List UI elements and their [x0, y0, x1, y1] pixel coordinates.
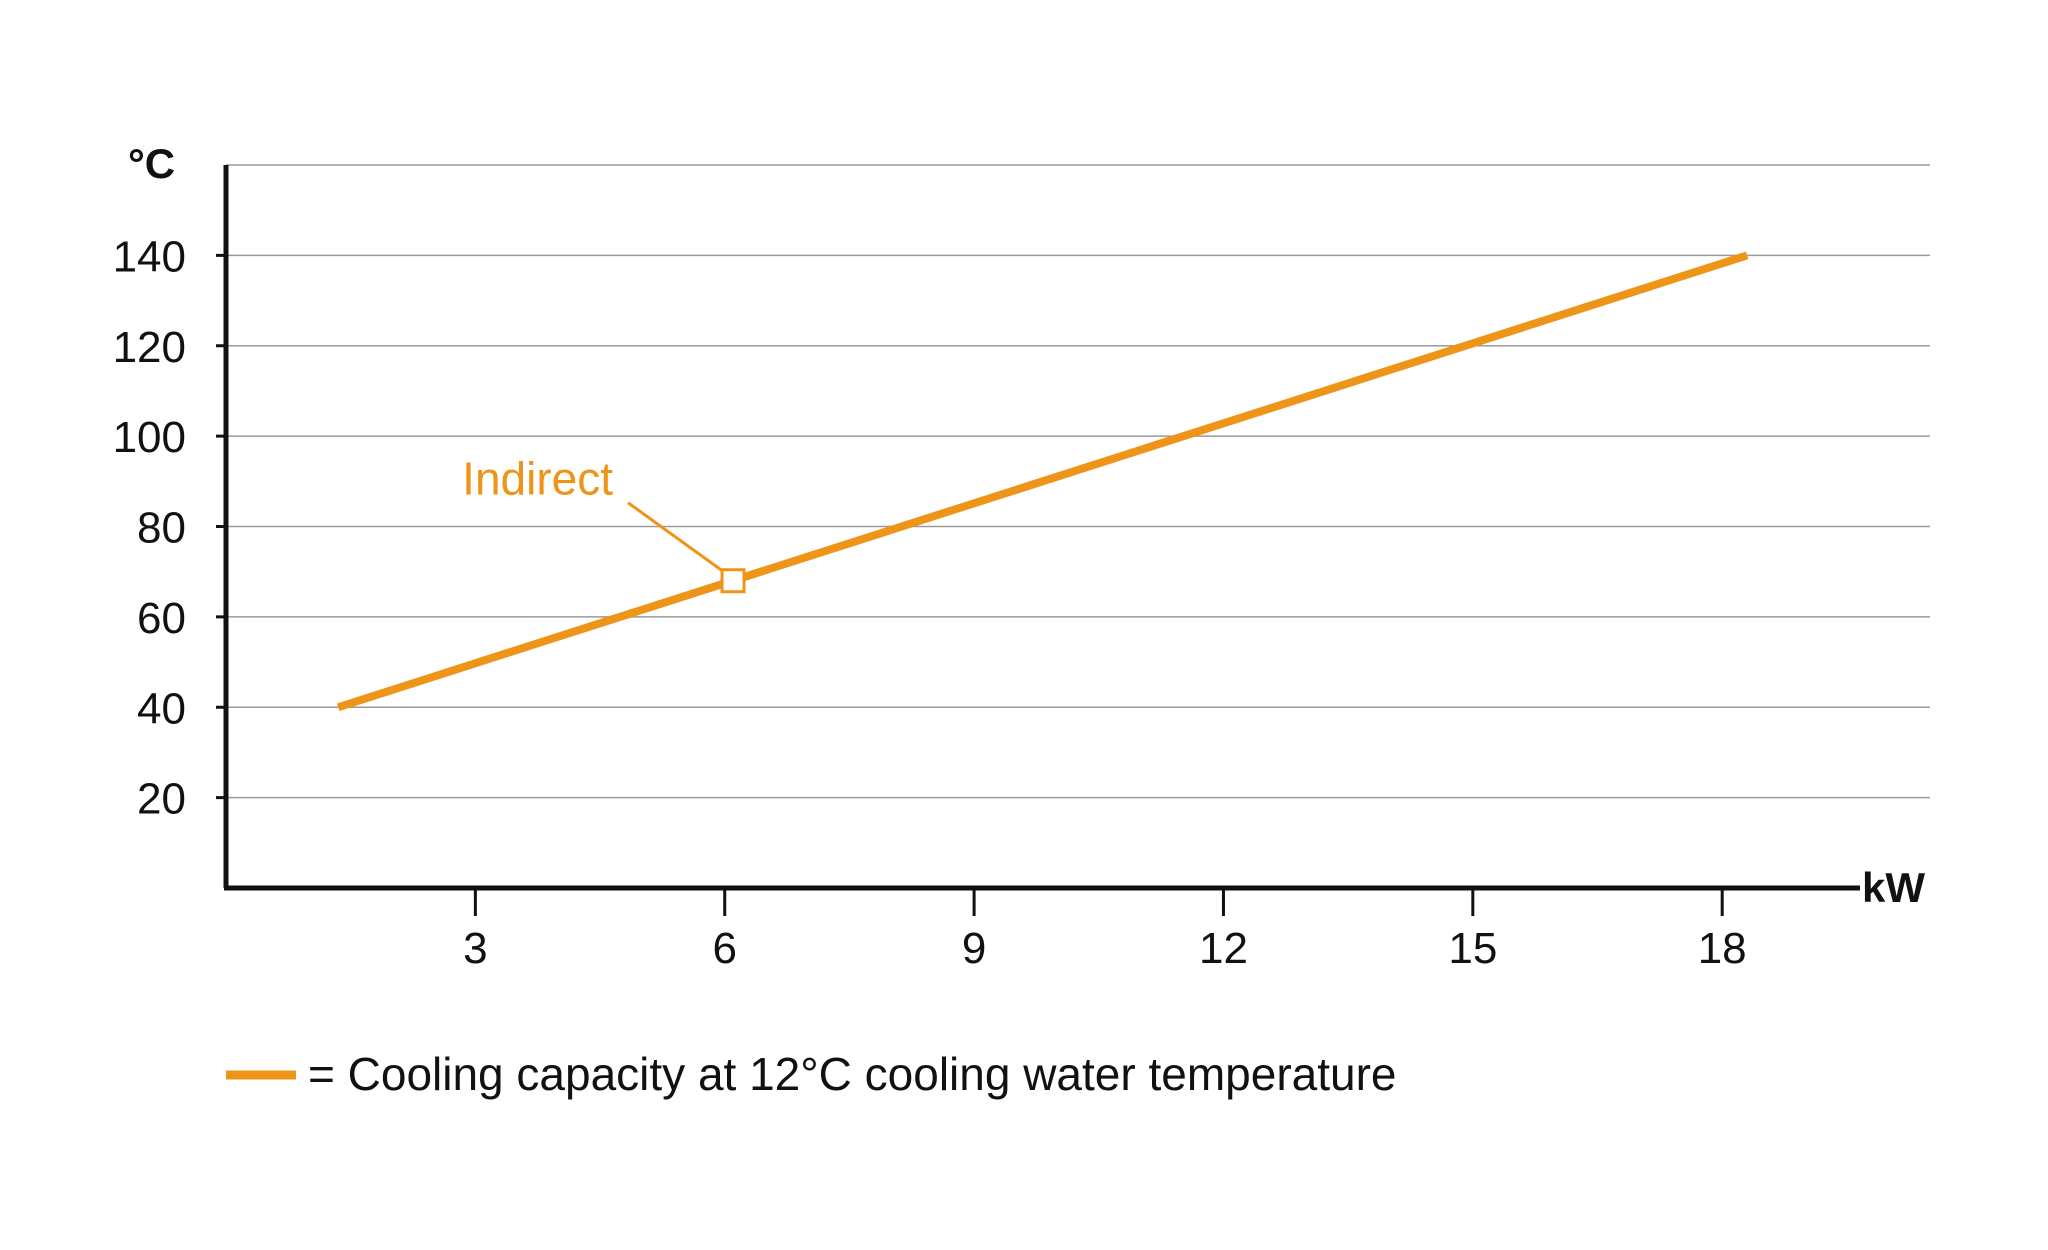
grid-lines [226, 164, 1930, 799]
x-tick-labels: 3 6 9 12 15 18 [463, 888, 1747, 973]
y-tick-label: 140 [113, 232, 186, 281]
y-tick-label: 40 [137, 684, 186, 733]
x-tick-label: 18 [1698, 924, 1747, 973]
x-tick-label: 3 [463, 924, 487, 973]
y-axis-label: °C [128, 140, 175, 187]
y-tick-label: 20 [137, 775, 186, 824]
y-tick-label: 80 [137, 504, 186, 553]
x-axis-label: kW [1862, 864, 1925, 911]
annotation-label: Indirect [462, 453, 613, 505]
y-tick-label: 100 [113, 413, 186, 462]
y-tick-labels: 20 40 60 80 100 120 140 [113, 232, 226, 824]
x-tick-label: 6 [712, 924, 736, 973]
annotation-group: Indirect [462, 453, 746, 594]
x-tick-label: 9 [962, 924, 986, 973]
series-group [336, 251, 1749, 712]
legend: = Cooling capacity at 12°C cooling water… [226, 1048, 1396, 1100]
y-tick-label: 120 [113, 323, 186, 372]
series-line [336, 251, 1749, 712]
x-tick-label: 12 [1199, 924, 1248, 973]
x-tick-label: 15 [1448, 924, 1497, 973]
legend-label: = Cooling capacity at 12°C cooling water… [308, 1048, 1396, 1100]
y-tick-label: 60 [137, 594, 186, 643]
annotation-leader [627, 501, 726, 574]
annotation-marker [720, 568, 746, 594]
